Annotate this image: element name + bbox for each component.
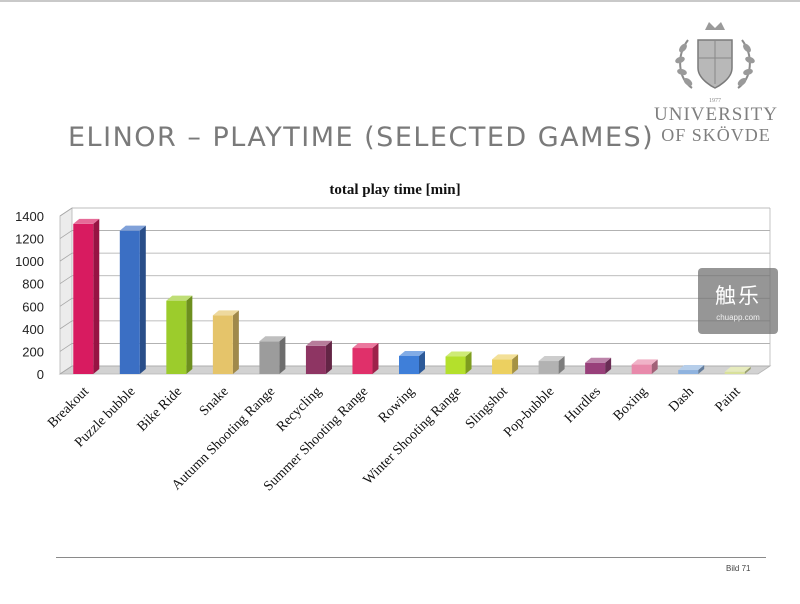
bar-top (492, 354, 519, 360)
y-tick-label: 0 (37, 367, 44, 382)
x-tick-label: Pop-bubble (501, 384, 557, 440)
bar (119, 230, 140, 374)
gridline (59, 252, 770, 262)
y-tick-label: 400 (22, 322, 44, 337)
bar (492, 359, 513, 374)
university-seal-logo: 1977 (675, 22, 755, 104)
bar (166, 300, 187, 374)
x-tick-label: Hurdles (562, 384, 604, 426)
bar-top (73, 218, 100, 224)
watermark-subtitle: chuapp.com (716, 313, 760, 322)
bar-side (372, 343, 379, 374)
bar (678, 370, 699, 374)
x-tick-label: Boxing (611, 384, 651, 424)
bar (73, 223, 94, 374)
slide-number: Bild 71 (726, 564, 751, 573)
slide-title: ELINOR – PLAYTIME (SELECTED GAMES) (68, 122, 655, 153)
bar-top (538, 356, 565, 362)
bar-top (724, 366, 751, 372)
x-tick-label: Bike Ride (135, 384, 185, 434)
bar (399, 355, 419, 374)
bar-side (419, 350, 425, 374)
bar-side (558, 356, 565, 374)
y-tick-label: 200 (22, 344, 44, 359)
x-tick-label: Snake (197, 384, 232, 419)
bar-top (119, 225, 146, 231)
bar-top (631, 359, 658, 365)
bar (538, 361, 559, 374)
y-tick-label: 1400 (15, 209, 44, 224)
logo-year: 1977 (709, 98, 721, 104)
x-tick-label: Rowing (376, 384, 418, 426)
bar-side (93, 218, 100, 374)
bar (631, 364, 652, 374)
logo-university-text: UNIVERSITY (654, 104, 778, 125)
y-tick-label: 1200 (15, 232, 44, 247)
gridline (59, 343, 770, 352)
bar (259, 341, 280, 374)
play-time-bar-chart: total play time [min] 0 200 400 600 800 1000 12… (15, 182, 772, 494)
bar-top (305, 340, 332, 346)
x-tick-label: Paint (713, 384, 744, 415)
gridline (59, 230, 770, 239)
bar-top (585, 357, 612, 363)
bar (445, 356, 466, 374)
gridline (59, 320, 770, 330)
chart-side-wall (59, 207, 73, 375)
gridline (59, 297, 770, 307)
bar (305, 345, 326, 374)
top-rule (0, 0, 800, 2)
x-tick-label: Dash (666, 384, 697, 415)
bar-top (399, 350, 425, 356)
bar-top (166, 295, 193, 301)
bar-side (139, 225, 146, 374)
bar-side (605, 357, 612, 374)
x-tick-label: Breakout (45, 384, 92, 431)
gridline (59, 365, 770, 375)
bar-top (445, 351, 472, 357)
bar-side (232, 310, 239, 374)
gridline (59, 275, 770, 285)
bar (585, 362, 606, 374)
bar-side (698, 365, 705, 374)
bar (352, 348, 373, 374)
bar-top (259, 336, 286, 342)
logo-skovde-text: OF SKÖVDE (661, 125, 771, 145)
chart-title: total play time [min] (329, 182, 460, 198)
bar-side (651, 359, 658, 374)
y-tick-label: 1000 (15, 254, 44, 269)
bar-side (325, 340, 332, 374)
bottom-rule (56, 557, 766, 558)
watermark-badge: 触乐 chuapp.com (698, 268, 778, 334)
watermark-title: 触乐 (715, 284, 761, 308)
y-tick-label: 800 (22, 277, 44, 292)
bar-top (678, 365, 705, 371)
bar-side (465, 351, 472, 374)
gridline (59, 207, 770, 217)
bar-side (744, 366, 751, 374)
x-tick-label: Slingshot (463, 384, 511, 432)
bar-side (279, 336, 286, 374)
bar-top (212, 310, 239, 316)
bar-side (186, 295, 193, 374)
bar (724, 371, 745, 374)
bar (212, 315, 233, 374)
bar-side (512, 354, 519, 374)
bar-top (352, 343, 379, 349)
y-tick-label: 600 (22, 299, 44, 314)
